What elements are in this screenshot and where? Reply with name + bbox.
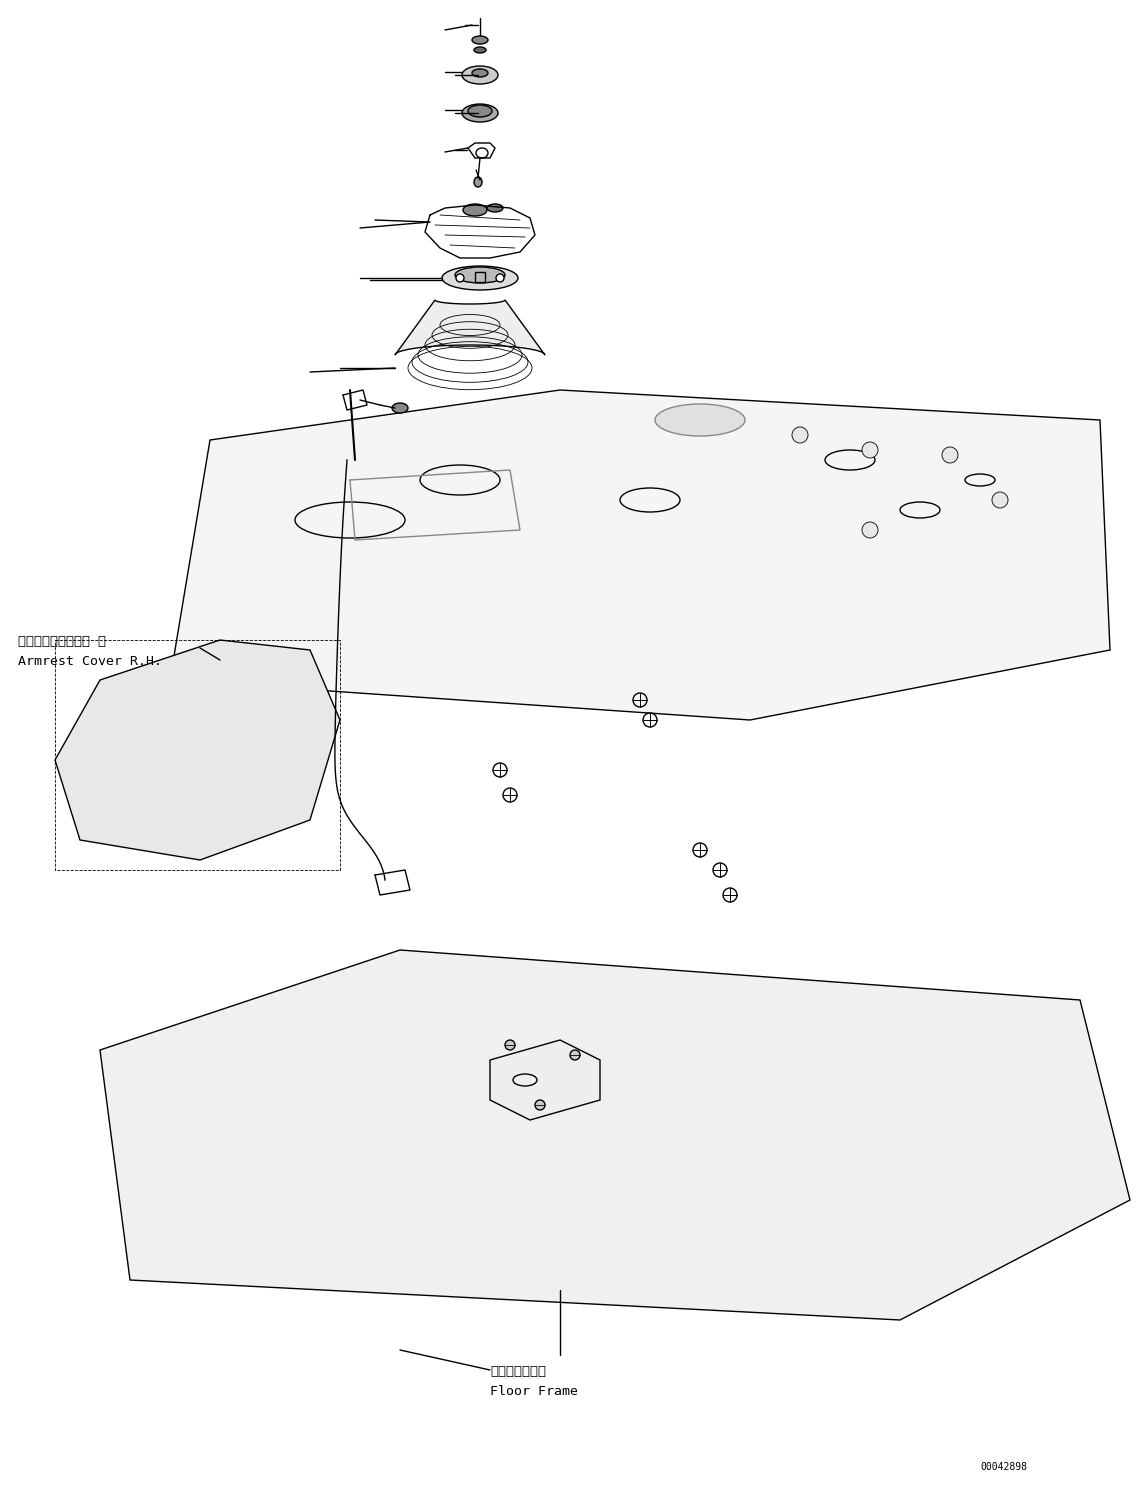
Ellipse shape xyxy=(463,204,487,216)
Text: 00042898: 00042898 xyxy=(980,1462,1027,1473)
Polygon shape xyxy=(395,299,545,354)
Ellipse shape xyxy=(442,267,518,290)
Text: アームレストカバー 右: アームレストカバー 右 xyxy=(18,634,106,648)
Circle shape xyxy=(535,1100,545,1109)
Circle shape xyxy=(863,442,877,459)
Ellipse shape xyxy=(473,36,487,45)
Text: フロアフレーム: フロアフレーム xyxy=(490,1365,546,1377)
Polygon shape xyxy=(55,640,340,861)
Ellipse shape xyxy=(474,48,486,54)
Polygon shape xyxy=(100,950,1130,1321)
Circle shape xyxy=(570,1050,580,1060)
Text: Armrest Cover R.H.: Armrest Cover R.H. xyxy=(18,655,162,669)
Ellipse shape xyxy=(487,204,504,211)
Ellipse shape xyxy=(455,267,505,283)
Circle shape xyxy=(992,491,1008,508)
Polygon shape xyxy=(490,1039,600,1120)
Circle shape xyxy=(505,1039,515,1050)
Ellipse shape xyxy=(392,404,408,412)
Ellipse shape xyxy=(655,404,746,436)
Ellipse shape xyxy=(473,68,487,77)
Circle shape xyxy=(791,427,807,444)
Circle shape xyxy=(457,274,465,281)
Circle shape xyxy=(496,274,504,281)
Polygon shape xyxy=(170,390,1110,721)
Text: Floor Frame: Floor Frame xyxy=(490,1385,578,1398)
Circle shape xyxy=(942,447,958,463)
Circle shape xyxy=(863,523,877,538)
Ellipse shape xyxy=(474,177,482,188)
Ellipse shape xyxy=(462,104,498,122)
Ellipse shape xyxy=(468,106,492,118)
Ellipse shape xyxy=(462,66,498,83)
